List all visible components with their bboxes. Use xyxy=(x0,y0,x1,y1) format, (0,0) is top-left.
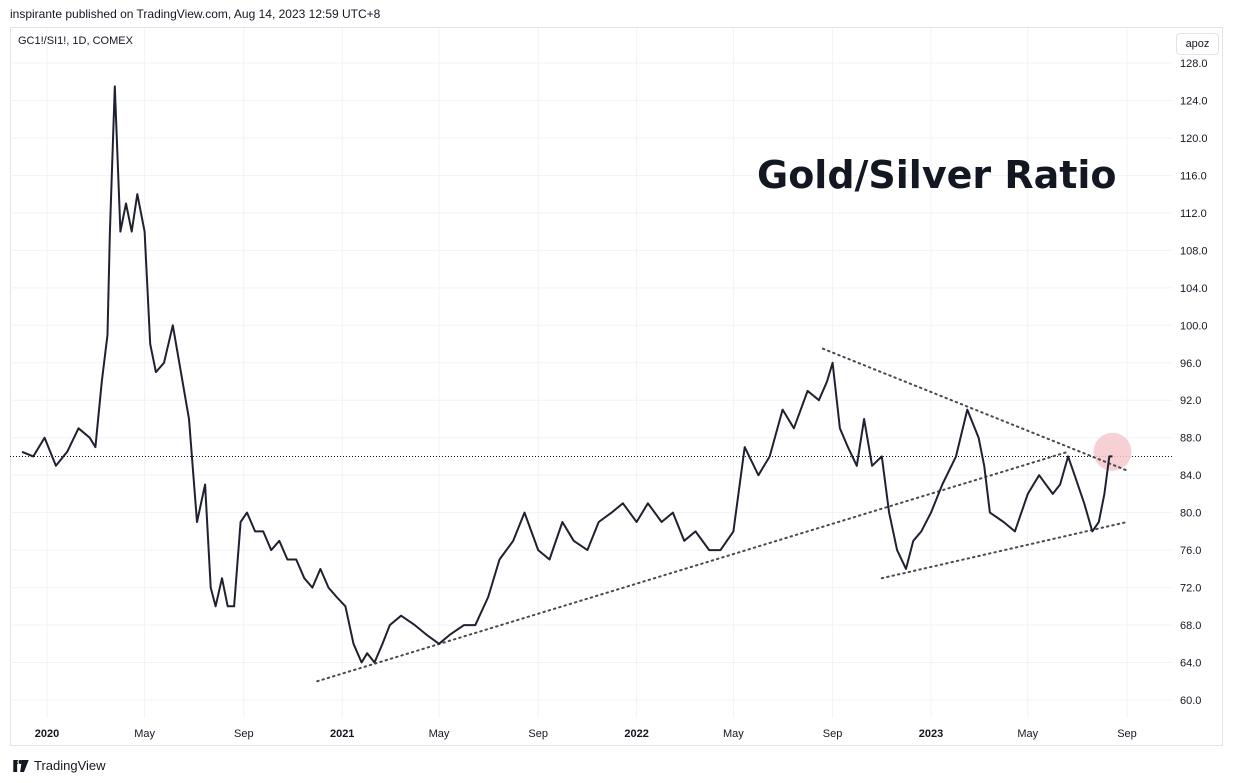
x-tick-label: Sep xyxy=(823,728,843,740)
footer-brand: TradingView xyxy=(34,758,106,773)
x-tick-label: May xyxy=(134,728,155,740)
x-tick-label: Sep xyxy=(1117,728,1137,740)
trendline xyxy=(316,450,1070,683)
x-tick-label: 2020 xyxy=(35,728,59,740)
y-tick-label: 80.0 xyxy=(1180,508,1201,520)
y-tick-label: 68.0 xyxy=(1180,620,1201,632)
y-tick-label: 84.0 xyxy=(1180,470,1201,482)
y-tick-label: 88.0 xyxy=(1180,433,1201,445)
y-tick-label: 116.0 xyxy=(1180,170,1207,182)
price-scale-mode-button[interactable]: apoz xyxy=(1176,33,1219,55)
ratio-line xyxy=(21,85,1113,664)
publish-info: inspirante published on TradingView.com,… xyxy=(10,7,381,21)
chart-title: Gold/Silver Ratio xyxy=(757,153,1117,197)
tradingview-logo-icon xyxy=(13,759,29,772)
x-tick-label: Sep xyxy=(234,728,254,740)
y-tick-label: 96.0 xyxy=(1180,358,1201,370)
x-tick-label: 2021 xyxy=(330,728,354,740)
highlight-circle xyxy=(1093,432,1132,471)
y-tick-label: 76.0 xyxy=(1180,545,1201,557)
y-tick-label: 120.0 xyxy=(1180,133,1208,145)
y-tick-label: 128.0 xyxy=(1180,58,1208,70)
y-tick-label: 112.0 xyxy=(1180,208,1207,220)
chart-frame xyxy=(10,27,1223,746)
y-tick-label: 124.0 xyxy=(1180,95,1208,107)
y-tick-label: 72.0 xyxy=(1180,583,1201,595)
y-tick-label: 100.0 xyxy=(1180,320,1208,332)
x-tick-label: Sep xyxy=(528,728,548,740)
y-tick-label: 92.0 xyxy=(1180,395,1201,407)
x-tick-label: May xyxy=(429,728,450,740)
trendline xyxy=(821,347,1128,472)
x-tick-label: May xyxy=(723,728,744,740)
x-tick-label: 2022 xyxy=(624,728,648,740)
y-tick-label: 64.0 xyxy=(1180,658,1201,670)
x-tick-label: 2023 xyxy=(919,728,943,740)
footer: TradingView xyxy=(12,758,106,773)
y-tick-label: 104.0 xyxy=(1180,283,1208,295)
x-tick-label: May xyxy=(1017,728,1038,740)
y-tick-label: 108.0 xyxy=(1180,245,1208,257)
trendline xyxy=(880,521,1128,580)
y-tick-label: 60.0 xyxy=(1180,695,1201,707)
